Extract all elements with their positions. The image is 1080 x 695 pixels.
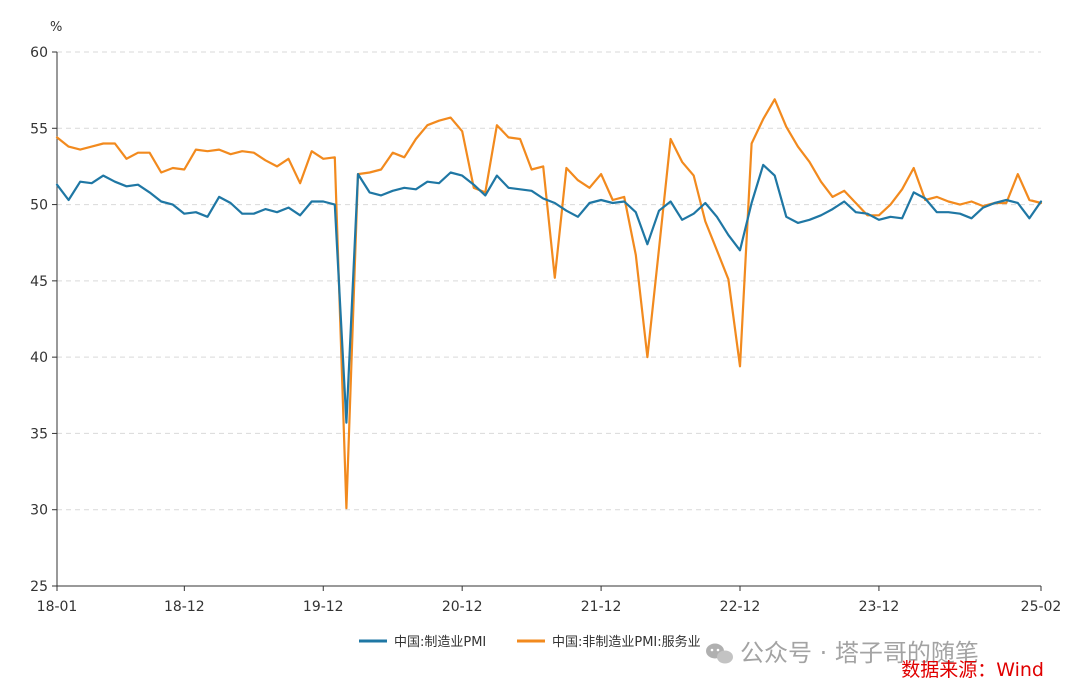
watermark: 公众号 · 塔子哥的随笔: [706, 639, 979, 667]
watermark-text: 公众号 · 塔子哥的随笔: [740, 639, 979, 667]
x-tick-label: 18-12: [164, 599, 205, 615]
y-tick-label: 30: [30, 503, 48, 519]
x-tick-label: 20-12: [442, 599, 483, 615]
x-tick-label: 21-12: [581, 599, 622, 615]
y-tick-label: 50: [30, 198, 48, 214]
x-tick-label: 19-12: [303, 599, 344, 615]
y-tick-label: 35: [30, 426, 48, 442]
gridlines: [57, 51, 1041, 511]
x-tick-label: 25-02: [1021, 599, 1062, 615]
series-line-0: [55, 163, 1043, 424]
legend-label-0: 中国:制造业PMI: [394, 635, 486, 650]
x-tick-label: 22-12: [720, 599, 761, 615]
data-source-note: 数据来源：Wind: [901, 659, 1044, 681]
wechat-icon: [706, 643, 733, 664]
y-axis-unit: %: [50, 20, 62, 35]
x-ticks: 18-01 18-12 19-12 20-12 21-12 22-12 23-12 25-02: [37, 586, 1062, 615]
series-lines: [55, 98, 1043, 510]
x-tick-label: 23-12: [859, 599, 900, 615]
y-tick-label: 45: [30, 274, 48, 290]
y-ticks: 25 30 35 40 45 50 55 60: [30, 45, 57, 595]
series-line-1: [55, 98, 1043, 510]
y-tick-label: 55: [30, 121, 48, 137]
axes: [56, 52, 1041, 587]
legend: 中国:制造业PMI 中国:非制造业PMI:服务业: [359, 634, 701, 650]
y-tick-label: 40: [30, 350, 48, 366]
y-tick-label: 25: [30, 579, 48, 595]
legend-label-1: 中国:非制造业PMI:服务业: [552, 634, 701, 650]
x-tick-label: 18-01: [37, 599, 78, 615]
y-tick-label: 60: [30, 45, 48, 61]
